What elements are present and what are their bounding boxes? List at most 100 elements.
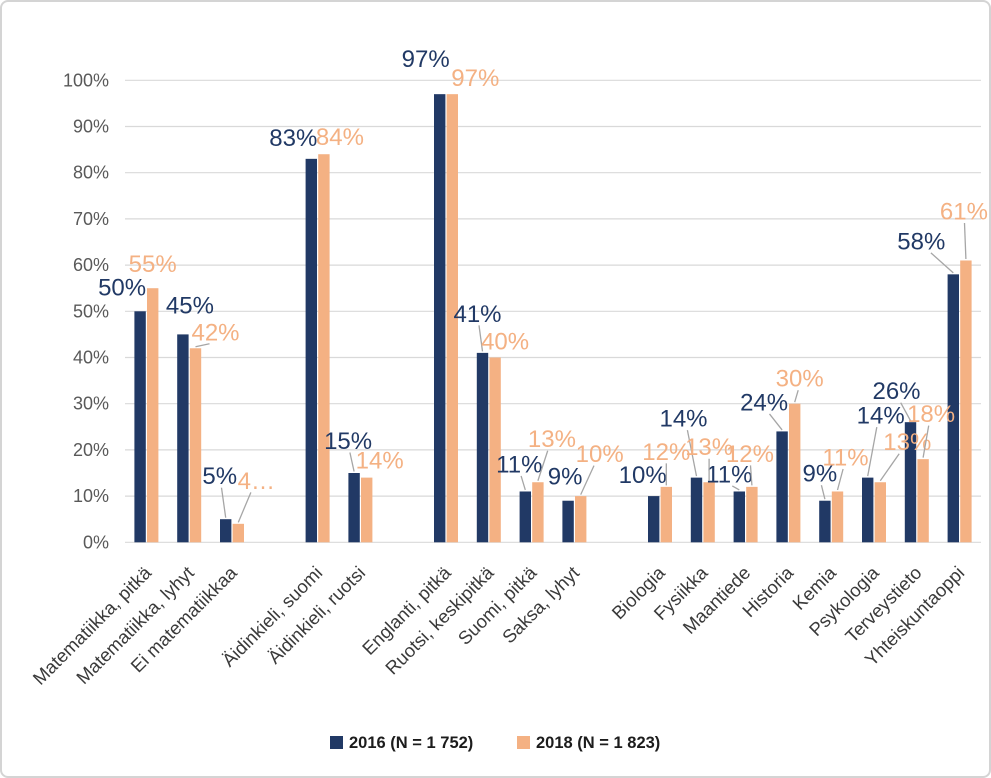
- data-label-2018-9: 12%: [642, 439, 690, 466]
- bar-2016-1: [177, 334, 189, 543]
- data-label-2016-11: 11%: [706, 461, 752, 488]
- leader-line: [794, 390, 799, 403]
- bar-2016-11: [733, 491, 745, 543]
- data-label-2016-3: 83%: [269, 125, 317, 152]
- leader-line: [922, 425, 930, 458]
- y-axis-tick-label: 60%: [73, 255, 109, 275]
- data-label-2016-6: 41%: [453, 301, 501, 328]
- leader-line: [731, 485, 740, 491]
- bar-2016-10: [690, 477, 703, 543]
- data-label-2016-16: 58%: [897, 228, 945, 255]
- data-label-2018-6: 40%: [481, 329, 529, 356]
- bar-2018-8: [575, 496, 587, 543]
- bar-2016-16: [947, 274, 959, 543]
- data-label-2016-10: 14%: [659, 406, 707, 433]
- data-label-2018-10: 13%: [685, 434, 733, 461]
- data-label-2018-3: 84%: [316, 124, 364, 151]
- data-label-2018-14: 13%: [883, 429, 931, 456]
- bar-2018-10: [703, 482, 715, 543]
- leader-line: [867, 427, 878, 477]
- bar-2018-6: [489, 357, 501, 543]
- data-label-2018-1: 42%: [191, 319, 239, 346]
- bar-2018-4: [361, 477, 373, 543]
- leader-line: [237, 492, 252, 523]
- data-label-2016-9: 10%: [619, 462, 667, 489]
- data-label-2018-11: 12%: [726, 441, 774, 468]
- data-label-2016-8: 9%: [548, 464, 583, 491]
- legend: 2016 (N = 1 752) 2018 (N = 1 823): [330, 734, 660, 752]
- leader-line: [520, 475, 526, 491]
- bar-2018-0: [147, 288, 159, 543]
- y-axis-tick-label: 80%: [73, 163, 109, 183]
- data-label-2018-7: 13%: [528, 426, 576, 453]
- bar-2016-3: [305, 158, 317, 543]
- data-label-2018-2: 4…: [238, 468, 275, 495]
- leader-line: [879, 453, 900, 482]
- y-axis-tick-label: 40%: [73, 348, 109, 368]
- bar-2016-4: [348, 473, 360, 543]
- y-axis-tick-label: 50%: [73, 301, 109, 321]
- data-label-2018-15: 18%: [907, 401, 955, 428]
- data-label-2018-0: 55%: [129, 251, 177, 278]
- y-axis-tick-label: 20%: [73, 440, 109, 460]
- bar-2018-14: [874, 482, 886, 543]
- data-label-2018-16: 61%: [940, 198, 988, 225]
- leader-line: [580, 465, 595, 495]
- bar-2016-0: [134, 311, 146, 543]
- legend-swatch-2016: [330, 736, 343, 749]
- leader-line: [749, 465, 753, 486]
- bar-2018-11: [746, 486, 758, 543]
- data-label-2016-13: 9%: [803, 461, 838, 488]
- leader-line: [349, 452, 355, 472]
- data-label-2016-15: 26%: [872, 378, 920, 405]
- bar-2018-5: [446, 94, 458, 543]
- data-label-2016-14: 14%: [857, 403, 905, 430]
- y-axis-tick-label: 90%: [73, 117, 109, 137]
- leader-line: [836, 468, 844, 491]
- leader-line: [900, 402, 912, 421]
- bar-2016-8: [562, 500, 574, 543]
- legend-swatch-2018: [517, 736, 530, 749]
- data-label-2018-5: 97%: [451, 65, 499, 92]
- data-label-2016-0: 50%: [98, 274, 146, 301]
- data-label-2016-2: 5%: [202, 463, 237, 490]
- bar-2016-12: [776, 431, 788, 543]
- leader-line: [930, 252, 954, 274]
- data-label-2018-8: 10%: [576, 441, 624, 468]
- y-axis-tick-label: 10%: [73, 486, 109, 506]
- bar-2018-15: [917, 459, 929, 543]
- bar-2016-6: [476, 352, 489, 543]
- leader-line: [686, 429, 698, 477]
- bar-2018-16: [960, 260, 972, 543]
- leader-line: [195, 343, 210, 348]
- data-label-2016-1: 45%: [166, 292, 214, 319]
- leader-line: [478, 325, 484, 352]
- bar-2018-2: [232, 523, 244, 543]
- bar-2018-1: [189, 348, 202, 543]
- bar-2018-13: [831, 491, 844, 543]
- bar-2016-15: [904, 422, 917, 543]
- bar-2016-9: [648, 496, 660, 543]
- y-axis-tick-label: 0%: [83, 532, 109, 552]
- data-label-2016-7: 11%: [496, 451, 542, 478]
- leader-line: [963, 222, 967, 260]
- bar-2018-12: [789, 403, 801, 543]
- data-label-2018-12: 30%: [776, 366, 824, 393]
- plot-area: 0%10%20%30%40%50%60%70%80%90%100%50%45%5…: [28, 46, 988, 689]
- data-label-2016-12: 24%: [740, 389, 788, 416]
- bar-2018-9: [660, 486, 672, 543]
- bar-2016-13: [819, 500, 831, 543]
- leader-line: [537, 450, 549, 481]
- data-label-2016-4: 15%: [324, 428, 372, 455]
- y-axis-tick-label: 70%: [73, 209, 109, 229]
- y-axis-tick-label: 100%: [63, 70, 109, 90]
- bar-2016-7: [519, 491, 531, 543]
- data-label-2018-4: 14%: [356, 448, 404, 475]
- bar-2016-2: [220, 519, 232, 543]
- bar-2018-3: [318, 154, 330, 543]
- legend-label-2016: 2016 (N = 1 752): [349, 734, 473, 752]
- y-axis-tick-label: 30%: [73, 394, 109, 414]
- bar-2016-5: [434, 94, 446, 543]
